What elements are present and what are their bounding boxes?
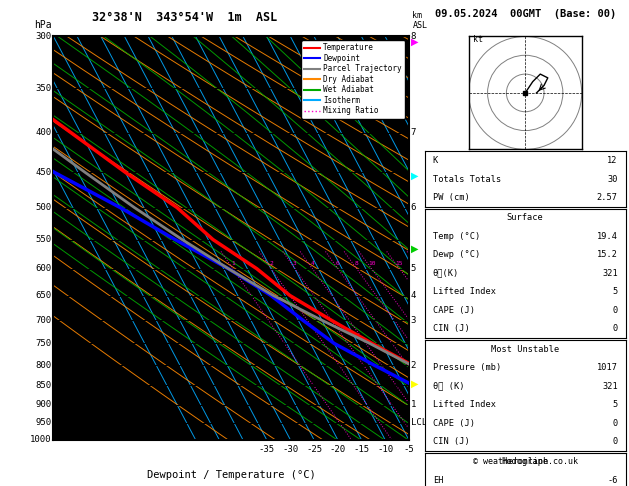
Text: © weatheronline.co.uk: © weatheronline.co.uk [473, 457, 577, 466]
Text: km
ASL: km ASL [413, 11, 427, 31]
Text: 350: 350 [36, 84, 52, 93]
Text: 4: 4 [311, 261, 314, 266]
Text: Most Unstable: Most Unstable [491, 345, 559, 354]
Text: ▶: ▶ [411, 379, 418, 388]
Text: 30: 30 [569, 445, 580, 453]
Text: 5: 5 [613, 400, 618, 409]
Text: 550: 550 [36, 235, 52, 244]
Text: kt: kt [472, 35, 482, 44]
Text: 400: 400 [36, 128, 52, 138]
Text: 600: 600 [36, 264, 52, 273]
Text: 5: 5 [454, 445, 459, 453]
Text: ▶: ▶ [411, 37, 418, 47]
Text: θᴄ (K): θᴄ (K) [433, 382, 464, 391]
Text: 09.05.2024  00GMT  (Base: 00): 09.05.2024 00GMT (Base: 00) [435, 9, 616, 19]
Text: 25: 25 [545, 445, 557, 453]
Text: 15: 15 [498, 445, 509, 453]
Text: -6: -6 [608, 476, 618, 485]
Text: 12: 12 [608, 156, 618, 165]
Text: 30: 30 [608, 174, 618, 184]
Text: Pressure (mb): Pressure (mb) [433, 363, 501, 372]
Text: -35: -35 [259, 445, 275, 453]
Text: 2: 2 [411, 361, 416, 369]
Text: K: K [433, 156, 438, 165]
Text: -20: -20 [330, 445, 346, 453]
Text: 700: 700 [36, 316, 52, 325]
Text: 19.4: 19.4 [597, 232, 618, 241]
Text: 321: 321 [602, 269, 618, 278]
Text: 900: 900 [36, 400, 52, 409]
Text: 20: 20 [522, 445, 533, 453]
Text: 1000: 1000 [30, 435, 52, 444]
Text: Temp (°C): Temp (°C) [433, 232, 480, 241]
Text: 950: 950 [36, 418, 52, 427]
Text: CAPE (J): CAPE (J) [433, 306, 475, 315]
Text: 750: 750 [36, 339, 52, 348]
Text: 800: 800 [36, 361, 52, 369]
Text: 35: 35 [593, 445, 604, 453]
Text: Mixing Ratio (g/kg): Mixing Ratio (g/kg) [465, 207, 474, 310]
Text: 32°38'N  343°54'W  1m  ASL: 32°38'N 343°54'W 1m ASL [92, 11, 277, 24]
Text: CAPE (J): CAPE (J) [433, 418, 475, 428]
Text: 500: 500 [36, 203, 52, 212]
Text: 2: 2 [269, 261, 273, 266]
Text: Totals Totals: Totals Totals [433, 174, 501, 184]
Text: 0: 0 [613, 306, 618, 315]
Text: PW (cm): PW (cm) [433, 193, 469, 202]
Text: 321: 321 [602, 382, 618, 391]
Text: 650: 650 [36, 291, 52, 300]
Text: 3: 3 [293, 261, 297, 266]
Legend: Temperature, Dewpoint, Parcel Trajectory, Dry Adiabat, Wet Adiabat, Isotherm, Mi: Temperature, Dewpoint, Parcel Trajectory… [301, 40, 405, 119]
Text: 0: 0 [613, 437, 618, 446]
Text: 1: 1 [231, 261, 235, 266]
Text: 8: 8 [355, 261, 359, 266]
Text: 1: 1 [411, 400, 416, 409]
Text: -15: -15 [353, 445, 369, 453]
Text: 4: 4 [411, 291, 416, 300]
Text: 2.57: 2.57 [597, 193, 618, 202]
Text: -10: -10 [377, 445, 393, 453]
Text: Dewp (°C): Dewp (°C) [433, 250, 480, 260]
Text: 5: 5 [411, 264, 416, 273]
Text: 850: 850 [36, 381, 52, 390]
Text: 8: 8 [411, 32, 416, 41]
Text: 10: 10 [368, 261, 376, 266]
Text: 40: 40 [616, 445, 628, 453]
Text: 7: 7 [411, 128, 416, 138]
Text: CIN (J): CIN (J) [433, 437, 469, 446]
Text: LCL: LCL [411, 418, 426, 427]
Text: 3: 3 [411, 316, 416, 325]
Text: -25: -25 [306, 445, 322, 453]
Text: Lifted Index: Lifted Index [433, 287, 496, 296]
Text: Hodograph: Hodograph [501, 457, 549, 467]
Text: 15.2: 15.2 [597, 250, 618, 260]
Text: 0: 0 [613, 324, 618, 333]
Text: 1017: 1017 [597, 363, 618, 372]
Text: 15: 15 [396, 261, 403, 266]
Text: hPa: hPa [34, 20, 52, 31]
Text: Surface: Surface [507, 213, 543, 223]
Text: ▶: ▶ [411, 243, 418, 254]
Text: 10: 10 [474, 445, 486, 453]
Text: 5: 5 [613, 287, 618, 296]
Text: -5: -5 [403, 445, 415, 453]
Text: -30: -30 [282, 445, 298, 453]
Text: 6: 6 [336, 261, 340, 266]
Text: 6: 6 [411, 203, 416, 212]
Text: Lifted Index: Lifted Index [433, 400, 496, 409]
Text: 300: 300 [36, 32, 52, 41]
Text: EH: EH [433, 476, 443, 485]
Text: 0: 0 [613, 418, 618, 428]
Text: θᴄ(K): θᴄ(K) [433, 269, 459, 278]
Text: ▶: ▶ [411, 171, 418, 181]
Text: CIN (J): CIN (J) [433, 324, 469, 333]
Text: Dewpoint / Temperature (°C): Dewpoint / Temperature (°C) [147, 470, 316, 480]
Text: 0: 0 [430, 445, 435, 453]
Text: 450: 450 [36, 168, 52, 177]
